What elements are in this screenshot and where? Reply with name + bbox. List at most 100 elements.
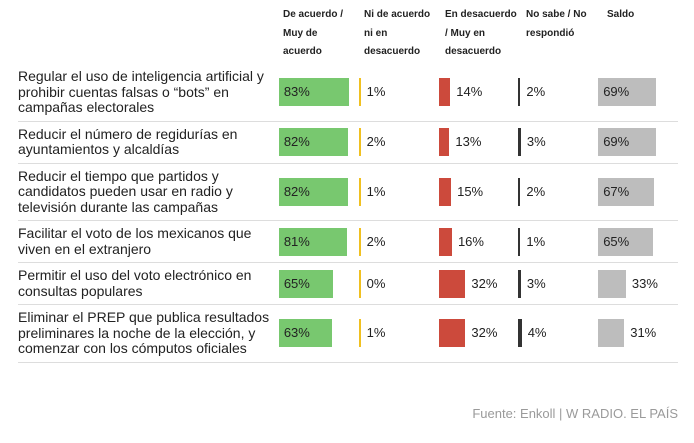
value-label: 65% (603, 233, 630, 249)
bar (438, 177, 452, 206)
value-label: 3% (526, 134, 546, 149)
value-label: 2% (526, 84, 546, 100)
value-label: 81% (283, 233, 310, 249)
value-label: 33% (631, 275, 658, 291)
bar (358, 269, 361, 298)
value-label: 65% (283, 275, 310, 291)
bar (278, 78, 349, 107)
cell: 32% (438, 319, 510, 348)
bar (278, 177, 348, 206)
bar (358, 128, 361, 156)
cell: 3% (518, 269, 589, 298)
bar (438, 269, 466, 298)
cell: 65% (278, 269, 350, 298)
bar (358, 227, 361, 256)
value-label: 32% (471, 275, 498, 291)
cell: 33% (598, 269, 669, 298)
cell: 1% (358, 177, 430, 206)
cell: 67% (598, 177, 669, 206)
cell: 82% (278, 177, 350, 206)
value-label: 3% (526, 275, 546, 291)
value-label: 15% (457, 183, 484, 199)
cell: 2% (358, 227, 430, 256)
bar (278, 128, 348, 156)
bar (518, 227, 521, 256)
cell: 15% (438, 177, 510, 206)
source: Fuente: Enkoll | W RADIO. EL PAÍS (472, 406, 678, 421)
bar (598, 177, 655, 206)
value-label: 67% (603, 183, 630, 199)
bar (438, 78, 451, 107)
bar (518, 128, 521, 156)
column-header: Ni de acuerdo ni en desacuerdo (364, 9, 431, 57)
cell: 82% (278, 128, 350, 156)
value-label: 1% (366, 183, 386, 199)
bar (518, 319, 522, 348)
row-label: Regular el uso de inteligencia artificia… (18, 68, 264, 115)
bar (358, 319, 361, 348)
cell: 32% (438, 269, 510, 298)
table-row: Facilitar el voto de los mexicanos que v… (18, 221, 678, 263)
value-label: 1% (366, 84, 386, 100)
cell: 3% (518, 128, 589, 156)
value-label: 69% (603, 84, 630, 100)
value-label: 2% (366, 134, 386, 149)
cell: 63% (278, 319, 350, 348)
row-label: Eliminar el PREP que publica resultados … (18, 309, 270, 356)
header-row: De acuerdo / Muy de acuerdo Ni de acuerdo… (18, 6, 688, 62)
row-label: Reducir el número de regidurías en ayunt… (18, 125, 238, 157)
column-header: De acuerdo / Muy de acuerdo (283, 9, 344, 57)
value-label: 14% (456, 84, 483, 100)
table-row: Permitir el uso del voto electrónico en … (18, 263, 678, 305)
bar (518, 78, 521, 107)
value-label: 16% (457, 233, 484, 249)
bar (518, 177, 521, 206)
bar (598, 319, 625, 348)
cell: 69% (598, 78, 669, 107)
value-label: 2% (526, 183, 546, 199)
bar (598, 78, 657, 107)
bar (278, 227, 347, 256)
cell: 2% (518, 177, 589, 206)
table-row: Reducir el número de regidurías en ayunt… (18, 122, 678, 164)
cell: 2% (358, 128, 430, 156)
cell: 1% (358, 78, 430, 107)
row-label: Facilitar el voto de los mexicanos que v… (18, 225, 252, 257)
bar (358, 177, 361, 206)
cell: 31% (598, 319, 669, 348)
cell: 69% (598, 128, 669, 156)
cell: 2% (518, 78, 589, 107)
column-header: No sabe / No respondió (526, 9, 587, 39)
value-label: 4% (527, 325, 547, 341)
cell: 4% (518, 319, 589, 348)
bar (598, 128, 657, 156)
cell: 1% (518, 227, 589, 256)
value-label: 82% (283, 134, 310, 149)
bar (598, 227, 653, 256)
cell: 0% (358, 269, 430, 298)
table-row: Regular el uso de inteligencia artificia… (18, 64, 678, 122)
cell: 81% (278, 227, 350, 256)
value-label: 69% (603, 134, 630, 149)
rows: Regular el uso de inteligencia artificia… (18, 64, 678, 363)
value-label: 1% (526, 233, 546, 249)
value-label: 2% (366, 233, 386, 249)
table-row: Eliminar el PREP que publica resultados … (18, 305, 678, 363)
bar (518, 269, 521, 298)
table-row: Reducir el tiempo que partidos y candida… (18, 164, 678, 221)
value-label: 0% (366, 275, 386, 291)
bar (358, 78, 361, 107)
column-header: Saldo (607, 9, 635, 20)
cell: 14% (438, 78, 510, 107)
bar (598, 269, 626, 298)
value-label: 13% (455, 134, 482, 149)
value-label: 83% (283, 84, 310, 100)
value-label: 31% (630, 325, 657, 341)
value-label: 32% (471, 325, 498, 341)
bar (438, 319, 466, 348)
cell: 16% (438, 227, 510, 256)
cell: 83% (278, 78, 350, 107)
row-label: Reducir el tiempo que partidos y candida… (18, 167, 233, 215)
bar (278, 269, 334, 298)
